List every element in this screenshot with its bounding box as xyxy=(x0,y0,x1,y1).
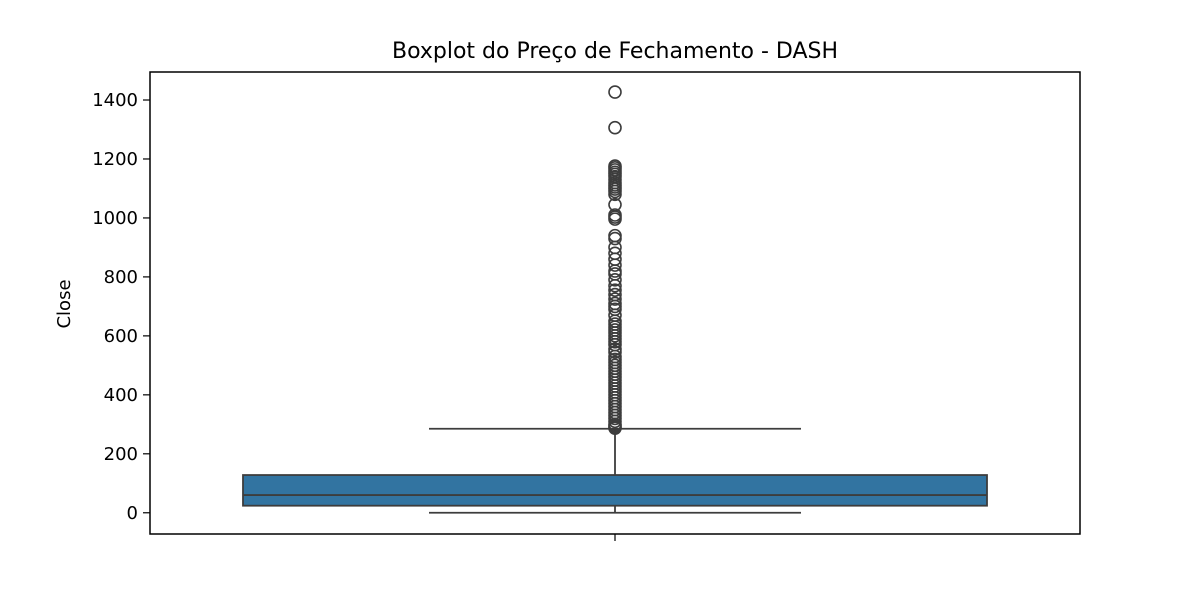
outlier-point xyxy=(608,85,622,99)
y-tick-label: 0 xyxy=(127,503,138,524)
y-tick-label: 1200 xyxy=(92,149,138,170)
y-tick-label: 200 xyxy=(104,444,138,465)
outlier-point xyxy=(608,231,622,246)
y-tick-label: 1000 xyxy=(92,208,138,229)
chart-title: Boxplot do Preço de Fechamento - DASH xyxy=(392,39,838,64)
outlier-point xyxy=(608,273,622,287)
y-tick-label: 800 xyxy=(104,267,138,288)
outlier-point xyxy=(608,228,622,243)
plot-area xyxy=(242,85,988,514)
outlier-point xyxy=(608,421,622,435)
outlier-point xyxy=(608,212,622,226)
outlier-point xyxy=(608,120,622,135)
outlier-point xyxy=(608,278,622,293)
box-iqr xyxy=(242,474,988,507)
y-tick-label: 600 xyxy=(104,326,138,347)
outlier-point xyxy=(608,283,622,297)
y-tick-label: 400 xyxy=(104,385,138,406)
outlier-point xyxy=(608,258,622,272)
y-axis-label: Close xyxy=(54,279,75,328)
outlier-point xyxy=(608,345,622,359)
y-tick-label: 1400 xyxy=(92,90,138,111)
outlier-point xyxy=(608,292,622,306)
outlier-point xyxy=(608,187,622,202)
